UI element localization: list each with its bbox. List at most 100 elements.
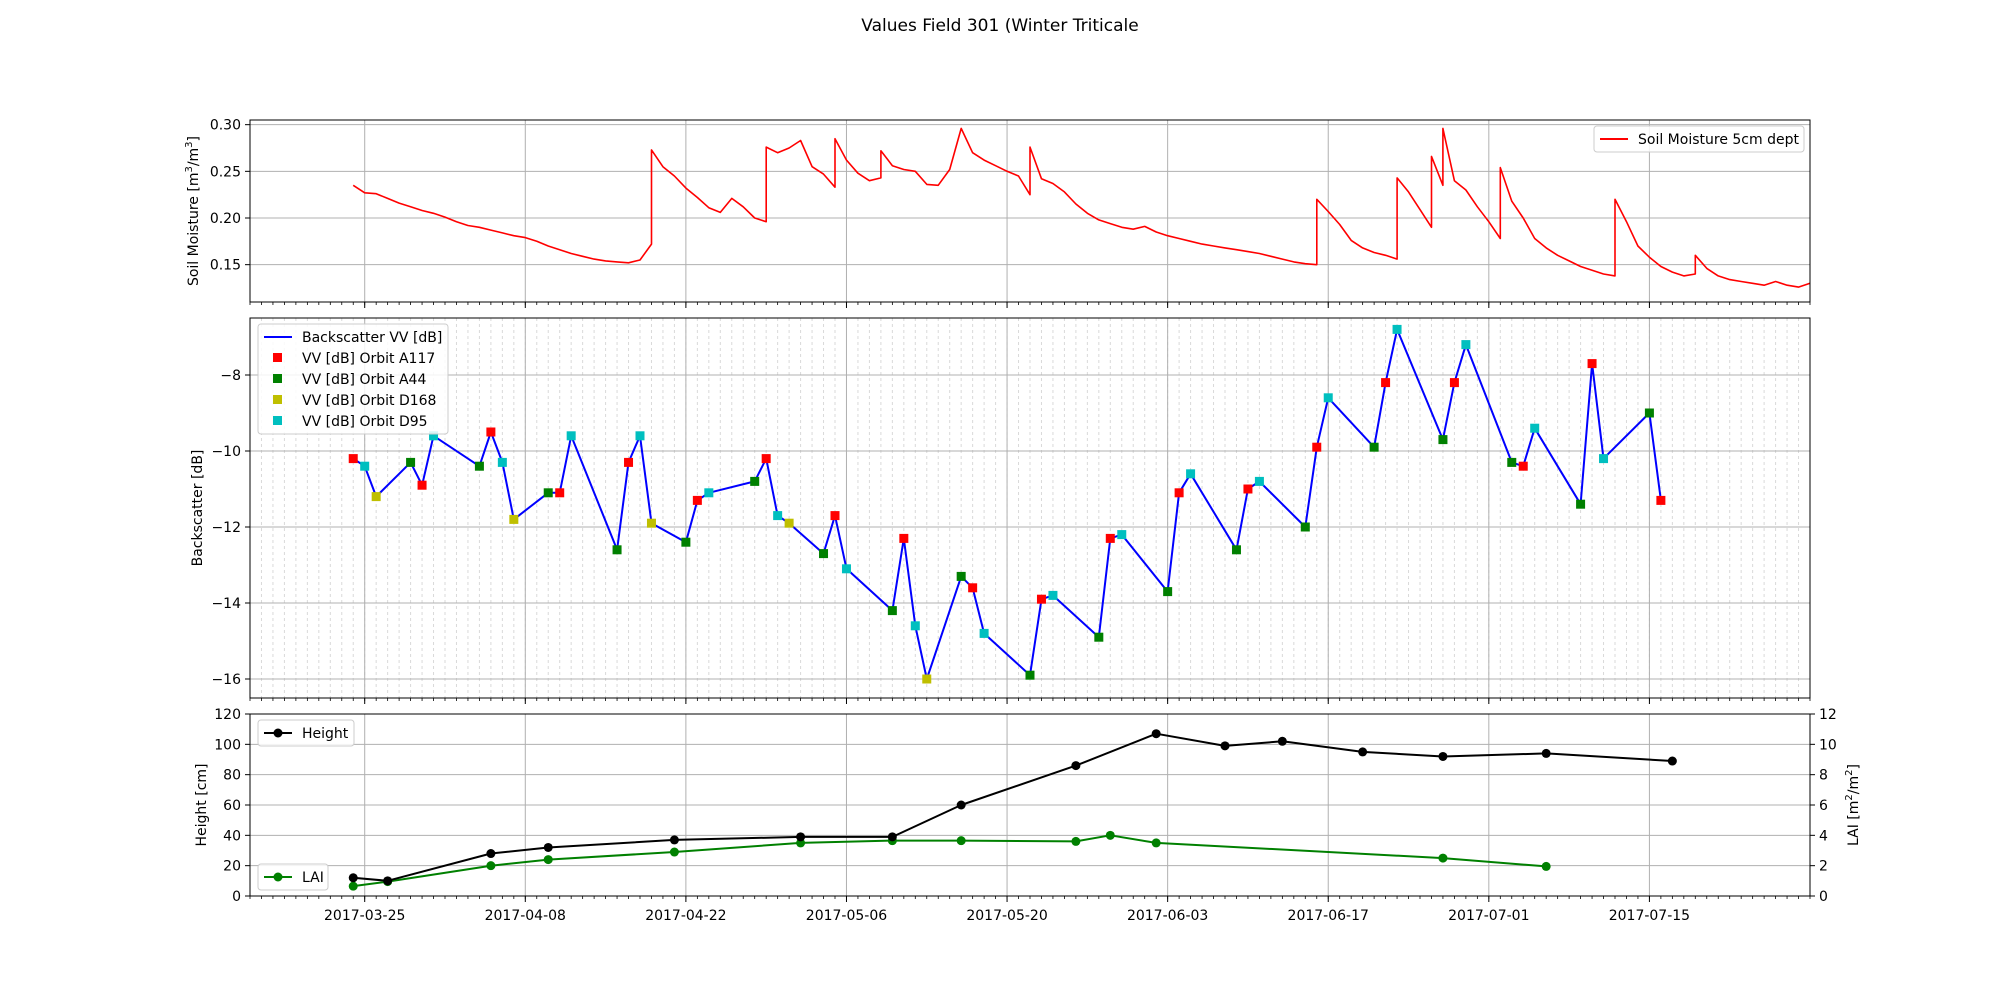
- orbit-a44-marker: [1438, 435, 1448, 445]
- height-point: [486, 849, 496, 859]
- lai-legend-box: [257, 863, 329, 891]
- lai-point: [1151, 838, 1161, 848]
- orbit-a117-marker: [968, 583, 978, 593]
- soil-moisture-panel: 0.15 0.20 0.25 0.30 Soil Moisture [m3/m3] S…: [184, 118, 1811, 308]
- lai-line: [353, 834, 1547, 888]
- lai-y-ticks: 0 2 4 6 8 10 12: [1810, 707, 1837, 905]
- height-y-axis-title: Height [cm]: [194, 764, 210, 847]
- orbit-a44-marker: [474, 461, 484, 471]
- orbit-a117-marker: [899, 533, 909, 543]
- legend-a117-marker: [273, 353, 282, 362]
- soil-moisture-legend-box: [1593, 125, 1805, 153]
- orbit-a117-marker: [417, 480, 427, 490]
- orbit-a44-marker: [406, 457, 416, 467]
- orbit-a44-marker: [1231, 545, 1241, 555]
- orbit-d95-marker: [429, 431, 439, 441]
- orbit-d95-marker: [704, 488, 714, 498]
- backscatter-y-ticks: −16 −14 −12 −10 −8: [211, 368, 250, 688]
- orbit-d95-marker: [360, 461, 370, 471]
- soil-moisture-legend: Soil Moisture 5cm dept: [1593, 125, 1805, 153]
- soil-moisture-legend-label: Soil Moisture 5cm dept: [1638, 132, 1799, 148]
- orbit-d168-marker: [922, 674, 932, 684]
- lai-legend: LAI: [257, 863, 329, 891]
- height-legend-label: Height: [302, 726, 349, 742]
- orbit-a117-marker: [1036, 594, 1046, 604]
- legend-d168-marker: [273, 395, 282, 404]
- orbit-a44-marker: [1163, 587, 1173, 597]
- height-point: [956, 800, 966, 810]
- orbit-d95-marker: [1323, 393, 1333, 403]
- lai-y-tick-label: 8: [1819, 768, 1828, 784]
- height-point: [1277, 736, 1287, 746]
- height-y-tick-label: 60: [223, 798, 241, 814]
- backscatter-x-ticks: [249, 698, 1811, 704]
- lai-point: [669, 847, 679, 857]
- height-y-tick-label: 40: [223, 828, 241, 844]
- orbit-a44-marker: [1644, 408, 1654, 418]
- orbit-d95-marker: [1530, 423, 1540, 433]
- legend-d95-label: VV [dB] Orbit D95: [302, 414, 428, 430]
- height-legend: Height: [257, 719, 355, 747]
- x-tick-label: 2017-04-22: [645, 908, 726, 924]
- height-line: [353, 732, 1673, 882]
- lai-legend-marker: [273, 872, 283, 882]
- orbit-a117-marker: [1587, 359, 1597, 369]
- orbit-d95-marker: [773, 511, 783, 521]
- backscatter-y-tick-label: −8: [220, 368, 241, 384]
- x-tick-label: 2017-04-08: [485, 908, 566, 924]
- orbit-d95-marker: [1599, 454, 1609, 464]
- x-tick-label: 2017-06-17: [1288, 908, 1369, 924]
- orbit-a44-marker: [681, 537, 691, 547]
- legend-d95-marker: [273, 416, 282, 425]
- orbit-d95-marker: [1461, 340, 1471, 350]
- backscatter-panel: −16 −14 −12 −10 −8 Backscatter [dB] Backscat…: [190, 317, 1811, 704]
- soil-moisture-y-ticks: 0.15 0.20 0.25 0.30: [210, 118, 250, 274]
- height-point: [1358, 747, 1368, 757]
- orbit-a117-marker: [1381, 378, 1391, 388]
- orbit-d95-marker: [841, 564, 851, 574]
- orbit-a117-marker: [624, 457, 634, 467]
- orbit-a44-marker: [1576, 499, 1586, 509]
- lai-point: [1438, 853, 1448, 863]
- orbit-d95-marker: [1048, 590, 1058, 600]
- orbit-a117-marker: [348, 454, 358, 464]
- height-point: [543, 842, 553, 852]
- backscatter-y-tick-label: −16: [211, 672, 241, 688]
- lai-point: [348, 881, 358, 891]
- height-point: [383, 876, 393, 886]
- height-y-tick-label: 120: [214, 707, 241, 723]
- soil-moisture-series: [352, 127, 1811, 288]
- soil-moisture-y-tick-label: 0.20: [210, 211, 241, 227]
- backscatter-series: [348, 324, 1666, 684]
- backscatter-legend: Backscatter VV [dB] VV [dB] Orbit A117 V…: [257, 323, 449, 435]
- orbit-d95-marker: [979, 628, 989, 638]
- orbit-d95-marker: [635, 431, 645, 441]
- orbit-a44-marker: [543, 488, 553, 498]
- backscatter-y-axis-title: Backscatter [dB]: [190, 450, 206, 567]
- orbit-a44-marker: [819, 549, 829, 559]
- orbit-a44-marker: [1300, 522, 1310, 532]
- lai-y-tick-label: 0: [1819, 889, 1828, 905]
- orbit-a44-marker: [750, 476, 760, 486]
- orbit-a117-marker: [692, 495, 702, 505]
- height-point: [348, 873, 358, 883]
- orbit-d95-marker: [566, 431, 576, 441]
- date-x-ticks: 2017-03-25 2017-04-08 2017-04-22 2017-05-06…: [249, 896, 1811, 924]
- orbit-a44-marker: [1025, 670, 1035, 680]
- orbit-a117-marker: [1518, 461, 1528, 471]
- orbit-a44-marker: [1369, 442, 1379, 452]
- lai-y-tick-label: 4: [1819, 828, 1828, 844]
- height-point: [1220, 741, 1230, 751]
- orbit-d95-marker: [497, 457, 507, 467]
- height-point: [887, 832, 897, 842]
- backscatter-y-tick-label: −14: [211, 596, 241, 612]
- legend-a44-label: VV [dB] Orbit A44: [302, 372, 426, 388]
- lai-legend-label: LAI: [302, 870, 324, 886]
- height-legend-marker: [273, 728, 283, 738]
- x-tick-label: 2017-06-03: [1127, 908, 1208, 924]
- height-point: [669, 835, 679, 845]
- lai-point: [543, 855, 553, 865]
- orbit-a44-marker: [956, 571, 966, 581]
- lai-point: [1105, 830, 1115, 840]
